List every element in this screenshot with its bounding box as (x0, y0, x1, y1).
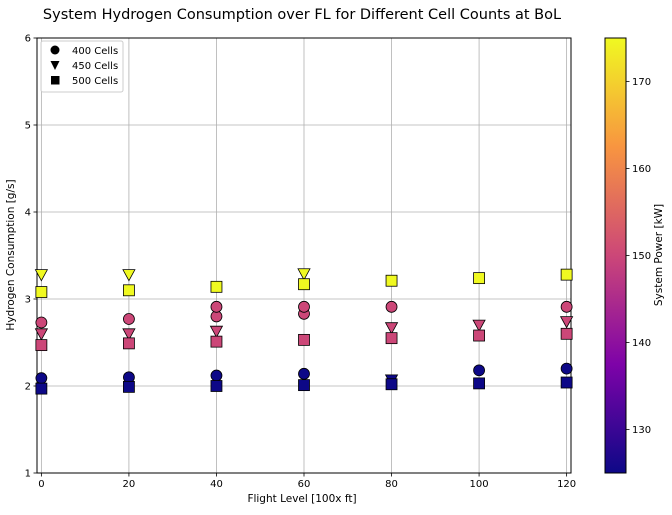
colorbar-tick-label: 130 (632, 425, 651, 436)
data-point-500-cells (473, 272, 485, 285)
data-point-500-cells (385, 274, 398, 287)
data-point-450-cells (122, 269, 136, 282)
data-point-500-cells (473, 377, 485, 390)
data-point-500-cells (35, 339, 48, 352)
data-point-500-cells (210, 380, 223, 392)
data-point-500-cells (123, 380, 135, 393)
data-point-500-cells (35, 382, 48, 395)
data-point-500-cells (473, 329, 485, 342)
data-point-500-cells (298, 333, 310, 346)
legend-label-450-cells: 450 Cells (72, 61, 118, 72)
data-point-400-cells (560, 300, 573, 313)
data-point-400-cells (385, 300, 398, 313)
data-point-500-cells (560, 268, 573, 281)
legend-label-500-cells: 500 Cells (72, 76, 118, 87)
x-tick-label: 0 (38, 479, 44, 490)
data-point-400-cells (298, 300, 310, 313)
data-point-400-cells (35, 316, 48, 329)
data-point-500-cells (298, 379, 310, 392)
y-tick-label: 1 (25, 469, 31, 480)
legend-marker-400-cells (50, 45, 60, 55)
data-point-500-cells (123, 284, 135, 297)
data-point-450-cells (209, 325, 224, 339)
legend: 400 Cells 450 Cells 500 Cells (40, 40, 124, 93)
x-tick-label: 60 (298, 479, 311, 490)
colorbar-tick-label: 160 (632, 164, 651, 175)
colorbar-gradient (604, 37, 627, 474)
y-tick-label: 6 (25, 34, 31, 45)
y-tick-label: 2 (25, 382, 31, 393)
data-point-500-cells (560, 376, 573, 389)
data-point-450-cells (122, 328, 136, 341)
data-point-400-cells (210, 300, 223, 313)
data-points (34, 268, 574, 395)
data-point-500-cells (210, 335, 223, 348)
x-tick-label: 40 (210, 479, 223, 490)
x-tick-label: 80 (385, 479, 398, 490)
data-point-500-cells (385, 378, 398, 391)
data-point-500-cells (35, 286, 48, 298)
data-point-500-cells (123, 337, 135, 350)
data-point-450-cells (559, 316, 574, 329)
y-axis-ticks: 1 2 3 4 5 6 (25, 34, 37, 480)
data-point-450-cells (34, 269, 49, 282)
grid (37, 37, 571, 474)
x-tick-label: 120 (557, 479, 576, 490)
data-point-500-cells (560, 327, 573, 340)
x-axis-ticks: 0 20 40 60 80 100 120 (38, 473, 576, 490)
colorbar-ticks: 130 140 150 160 170 (626, 77, 651, 436)
data-point-400-cells (35, 372, 48, 385)
data-point-500-cells (298, 278, 310, 291)
data-point-450-cells (472, 319, 486, 332)
data-point-400-cells (473, 364, 485, 377)
data-point-400-cells (210, 369, 223, 382)
y-axis-label: Hydrogen Consumption [g/s] (5, 179, 17, 330)
y-tick-label: 3 (25, 295, 31, 306)
x-axis-label: Flight Level [100x ft] (247, 493, 356, 505)
chart-title: System Hydrogen Consumption over FL for … (43, 7, 561, 23)
y-tick-label: 5 (25, 121, 31, 132)
data-point-500-cells (210, 280, 223, 293)
legend-label-400-cells: 400 Cells (72, 46, 118, 57)
data-point-450-cells (384, 322, 399, 335)
y-tick-label: 4 (25, 208, 31, 219)
data-point-400-cells (560, 362, 573, 375)
legend-marker-500-cells (51, 76, 60, 85)
legend-frame (40, 40, 124, 93)
data-point-400-cells (298, 367, 310, 380)
colorbar-label: System Power [kW] (653, 204, 665, 306)
colorbar-tick-label: 150 (632, 251, 651, 262)
data-point-450-cells (34, 328, 49, 341)
colorbar-tick-label: 140 (632, 338, 651, 349)
data-point-500-cells (385, 332, 398, 345)
legend-marker-450-cells (50, 61, 60, 70)
x-tick-label: 20 (123, 479, 136, 490)
data-point-450-cells (297, 268, 311, 281)
x-tick-label: 100 (470, 479, 489, 490)
colorbar-tick-label: 170 (632, 77, 651, 88)
colorbar: 130 140 150 160 170 System Power [kW] (604, 37, 665, 474)
data-point-400-cells (123, 313, 135, 325)
